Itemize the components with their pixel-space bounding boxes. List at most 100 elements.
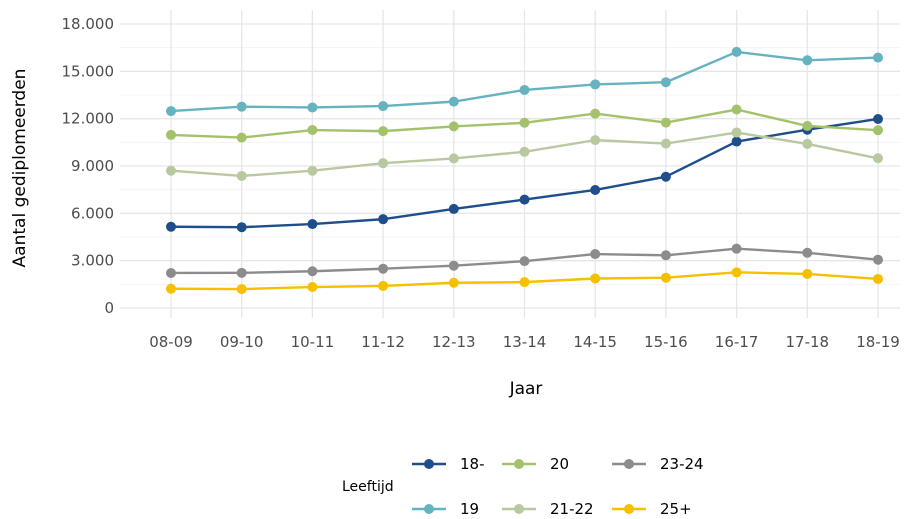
data-point-25+ (166, 283, 176, 294)
gridlines (120, 10, 900, 318)
y-tick-label: 18.000 (62, 15, 115, 33)
legend-item-25+: 25+ (612, 500, 692, 518)
legend-key-point (624, 459, 634, 469)
data-point-18- (590, 184, 601, 195)
data-point-25+ (660, 272, 671, 283)
legend-item-18-: 18- (412, 455, 485, 473)
data-point-20 (873, 125, 883, 136)
x-tick-label: 11-12 (361, 333, 405, 351)
data-point-23-24 (448, 260, 459, 271)
data-point-23-24 (731, 243, 742, 254)
data-point-19 (166, 106, 176, 117)
data-point-21-22 (519, 146, 530, 157)
data-point-25+ (236, 284, 247, 295)
data-point-23-24 (802, 247, 813, 258)
data-point-18- (307, 219, 318, 230)
data-point-19 (378, 101, 389, 112)
y-tick-label: 6.000 (71, 204, 114, 222)
data-point-23-24 (378, 263, 389, 274)
x-tick-label: 16-17 (715, 333, 759, 351)
legend-key-point (624, 504, 634, 514)
data-point-23-24 (166, 267, 176, 278)
data-point-25+ (448, 277, 459, 288)
data-point-19 (660, 77, 671, 88)
data-point-18- (519, 194, 530, 205)
data-point-18- (448, 203, 459, 214)
legend-key-point (514, 459, 524, 469)
legend-key-point (514, 504, 524, 514)
legend: Leeftijd 18- 19 20 21-22 23-24 25+ (342, 455, 704, 518)
x-axis-ticks: 08-09 09-10 10-11 11-12 12-13 13-14 14-15 15-16… (149, 333, 900, 351)
legend-label: 18- (460, 455, 485, 473)
data-point-18- (731, 136, 742, 147)
data-point-25+ (307, 282, 318, 293)
y-tick-label: 0 (104, 299, 114, 317)
data-point-18- (236, 222, 247, 233)
data-point-25+ (519, 277, 530, 288)
data-point-18- (166, 221, 176, 232)
data-point-19 (802, 55, 813, 66)
data-point-19 (448, 96, 459, 107)
data-point-20 (236, 132, 247, 143)
y-tick-label: 3.000 (71, 252, 114, 270)
legend-key-point (424, 504, 434, 514)
data-point-20 (660, 117, 671, 128)
data-point-19 (731, 46, 742, 57)
data-point-18- (873, 113, 883, 124)
data-point-23-24 (307, 266, 318, 277)
data-point-25+ (873, 273, 883, 284)
data-point-21-22 (236, 170, 247, 181)
data-point-19 (307, 102, 318, 113)
data-point-21-22 (590, 135, 601, 146)
data-point-19 (236, 101, 247, 112)
data-point-23-24 (660, 250, 671, 261)
legend-label: 25+ (660, 500, 692, 518)
data-point-21-22 (378, 158, 389, 169)
data-point-20 (519, 117, 530, 128)
y-tick-label: 9.000 (71, 157, 114, 175)
legend-item-20: 20 (502, 455, 569, 473)
data-point-20 (378, 126, 389, 137)
series-points (166, 46, 883, 295)
data-point-21-22 (448, 153, 459, 164)
data-point-25+ (802, 268, 813, 279)
data-point-20 (307, 125, 318, 136)
data-point-21-22 (731, 127, 742, 138)
data-point-25+ (590, 273, 601, 284)
y-tick-label: 12.000 (62, 110, 115, 128)
data-point-20 (590, 108, 601, 119)
x-axis-title: Jaar (509, 379, 543, 399)
x-tick-label: 13-14 (503, 333, 547, 351)
data-point-21-22 (802, 138, 813, 149)
legend-item-19: 19 (412, 500, 479, 518)
legend-item-23-24: 23-24 (612, 455, 704, 473)
data-point-21-22 (166, 165, 176, 176)
legend-key-point (424, 459, 434, 469)
x-tick-label: 09-10 (220, 333, 264, 351)
data-point-21-22 (307, 165, 318, 176)
data-point-20 (802, 120, 813, 131)
legend-item-21-22: 21-22 (502, 500, 594, 518)
x-tick-label: 17-18 (786, 333, 830, 351)
data-point-20 (731, 104, 742, 115)
x-tick-label: 14-15 (573, 333, 617, 351)
y-tick-label: 15.000 (62, 62, 115, 80)
data-point-19 (873, 52, 883, 63)
data-point-25+ (731, 267, 742, 278)
data-point-21-22 (873, 153, 883, 164)
x-tick-label: 15-16 (644, 333, 688, 351)
data-point-19 (519, 84, 530, 95)
data-point-19 (590, 79, 601, 90)
legend-label: 21-22 (550, 500, 594, 518)
data-point-23-24 (236, 267, 247, 278)
legend-label: 19 (460, 500, 479, 518)
y-axis-ticks: 0 3.000 6.000 9.000 12.000 15.000 18.000 (62, 15, 115, 317)
data-point-20 (166, 129, 176, 140)
data-point-18- (378, 214, 389, 225)
data-point-21-22 (660, 138, 671, 149)
y-axis-title: Aantal gediplomeerden (10, 69, 30, 268)
data-point-23-24 (873, 254, 883, 265)
legend-label: 23-24 (660, 455, 704, 473)
x-tick-label: 12-13 (432, 333, 476, 351)
